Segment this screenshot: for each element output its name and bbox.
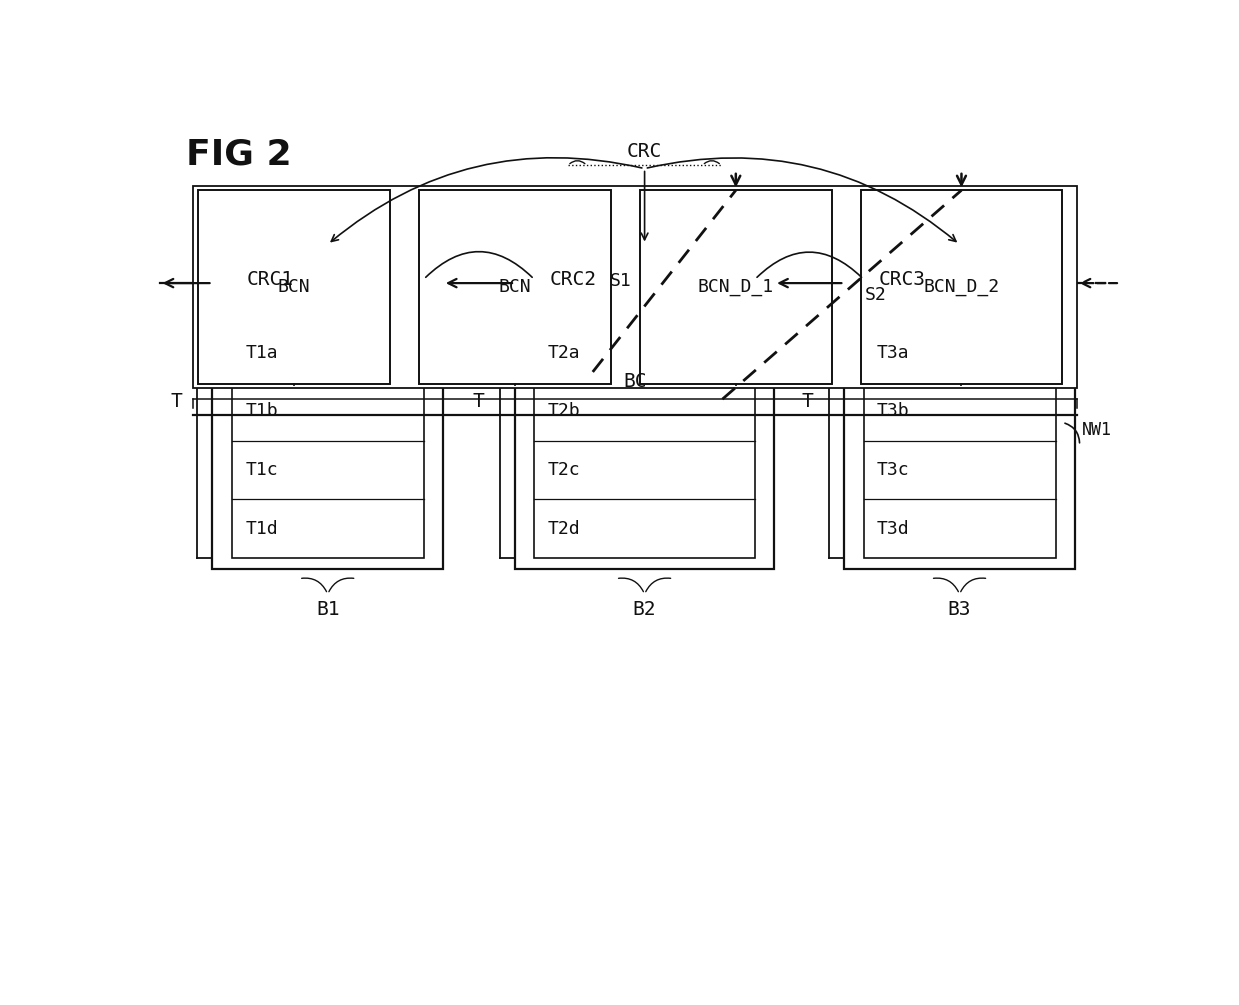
Bar [861,190,1062,384]
Text: B3: B3 [948,600,971,619]
Text: T2a: T2a [548,344,580,362]
Text: CRC2: CRC2 [550,269,596,288]
Bar [844,229,1074,570]
Text: T1a: T1a [245,344,278,362]
Bar [534,324,755,558]
Text: BCN: BCN [278,278,311,296]
Text: BCN_D_2: BCN_D_2 [923,278,1000,296]
Bar [213,229,444,570]
Text: T3a: T3a [877,344,909,362]
Text: B2: B2 [633,600,657,619]
Text: NW1: NW1 [1082,421,1111,439]
Bar [534,244,755,314]
Text: CRC1: CRC1 [247,269,294,288]
Text: T: T [170,392,182,411]
Bar [515,229,774,570]
Text: T3d: T3d [877,520,909,538]
Bar [419,190,611,384]
Bar [864,324,1056,558]
Text: T: T [472,392,484,411]
Text: T2c: T2c [548,461,580,479]
Text: B1: B1 [316,600,339,619]
Text: T2d: T2d [548,520,580,538]
Text: T3c: T3c [877,461,909,479]
Bar [193,186,1077,388]
Text: T3b: T3b [877,402,909,420]
Text: CRC3: CRC3 [878,269,926,288]
Text: T1d: T1d [245,520,278,538]
Text: CRC: CRC [627,142,662,161]
Bar [864,244,1056,314]
Text: BCN: BCN [498,278,532,296]
Text: FIG 2: FIG 2 [186,138,291,172]
Text: T2b: T2b [548,402,580,420]
Text: T1c: T1c [245,461,278,479]
Bar [232,244,424,314]
Text: BC: BC [623,373,647,391]
Text: S2: S2 [865,285,886,304]
Text: BCN_D_1: BCN_D_1 [698,278,774,296]
Bar [639,190,831,384]
Text: S1: S1 [610,272,632,290]
Text: T: T [802,392,814,411]
Bar [198,190,390,384]
Bar [232,324,424,558]
Text: T1b: T1b [245,402,278,420]
